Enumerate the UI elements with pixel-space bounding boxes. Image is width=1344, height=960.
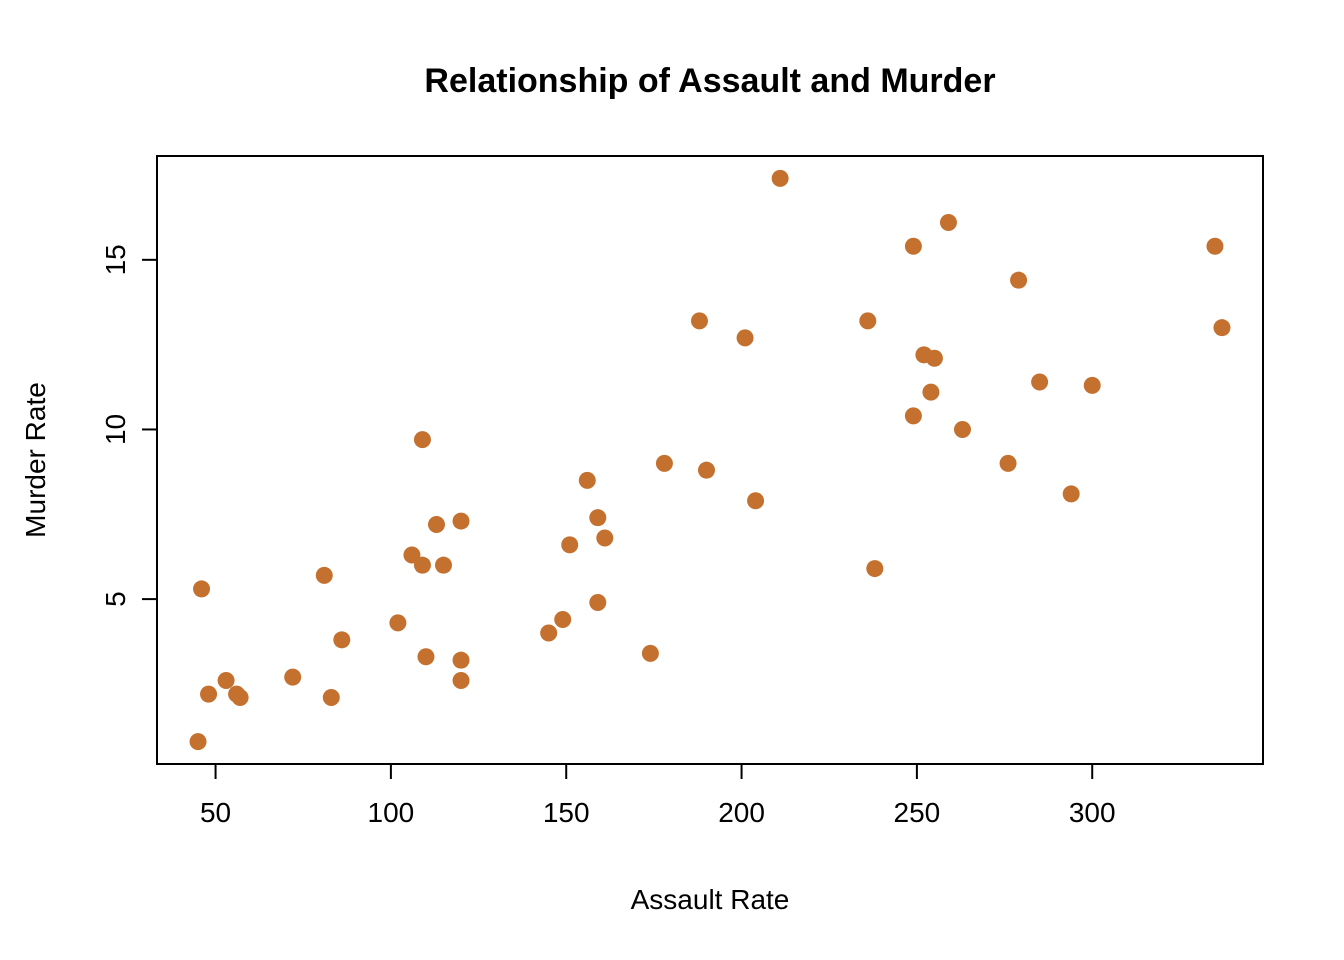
data-point: [452, 512, 470, 530]
data-point: [771, 169, 789, 187]
data-point: [939, 214, 957, 231]
data-point: [1031, 373, 1049, 391]
data-point: [413, 556, 431, 574]
data-point: [322, 689, 340, 706]
data-point: [413, 431, 431, 449]
data-point: [578, 471, 596, 489]
data-point: [554, 610, 572, 628]
data-point: [655, 454, 673, 472]
data-point: [200, 685, 218, 703]
data-point: [736, 329, 754, 347]
data-point: [1083, 376, 1101, 394]
y-axis-title: Murder Rate: [20, 382, 51, 538]
data-point: [427, 515, 445, 533]
data-point: [915, 346, 933, 364]
data-point: [596, 529, 614, 547]
data-point: [434, 556, 452, 574]
data-point: [231, 689, 249, 706]
data-point: [403, 546, 421, 564]
data-point: [1010, 271, 1028, 289]
x-tick-label: 200: [718, 797, 765, 828]
data-point: [904, 237, 922, 255]
x-tick-label: 50: [200, 797, 231, 828]
chart-title: Relationship of Assault and Murder: [424, 62, 996, 100]
x-axis-title: Assault Rate: [630, 884, 790, 915]
data-point: [866, 560, 884, 578]
data-point: [922, 383, 940, 401]
plot-frame: [156, 155, 1264, 765]
data-point: [953, 420, 971, 438]
data-point: [999, 454, 1017, 472]
x-tick-label: 150: [543, 797, 590, 828]
data-point: [193, 580, 211, 598]
data-point: [904, 407, 922, 425]
y-tick-label: 15: [100, 244, 131, 275]
data-point: [589, 594, 607, 611]
y-tick-label: 5: [100, 591, 131, 607]
data-point: [540, 624, 558, 642]
data-point: [1206, 237, 1224, 255]
data-point: [189, 733, 207, 751]
data-point: [690, 312, 708, 330]
data-point: [1062, 485, 1080, 503]
x-tick-label: 250: [894, 797, 941, 828]
data-point: [315, 566, 333, 584]
data-point: [389, 614, 407, 632]
x-tick-label: 100: [368, 797, 415, 828]
data-point: [697, 461, 715, 479]
data-point: [417, 648, 435, 666]
data-point: [452, 672, 470, 690]
data-point: [333, 631, 351, 649]
data-point: [217, 672, 235, 690]
data-point: [747, 492, 765, 510]
y-tick-label: 10: [100, 414, 131, 445]
data-point: [561, 536, 579, 554]
data-point: [452, 651, 470, 669]
data-point: [641, 644, 659, 662]
x-tick-label: 300: [1069, 797, 1116, 828]
data-point: [1213, 319, 1231, 337]
data-point: [589, 509, 607, 527]
data-point: [859, 312, 877, 330]
data-point: [284, 668, 302, 686]
